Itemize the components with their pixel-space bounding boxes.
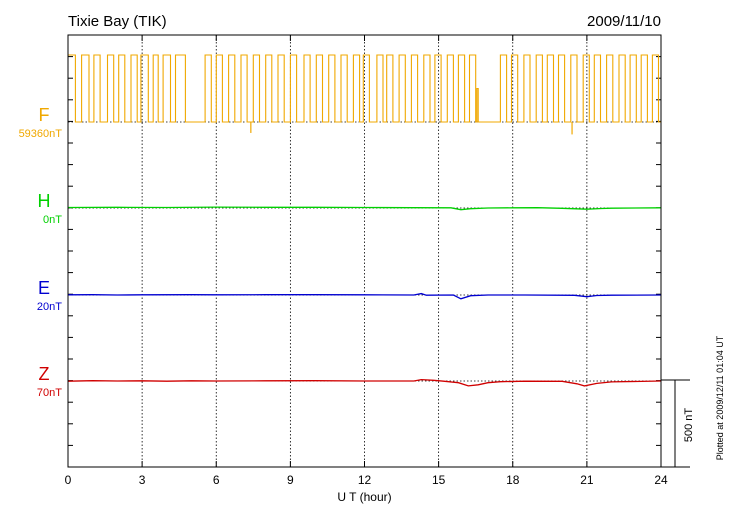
- series-line-e: [67, 292, 662, 300]
- x-tick-label: 9: [287, 473, 294, 487]
- plot-frame: [67, 34, 662, 468]
- x-tick-label: 3: [139, 473, 146, 487]
- series-baseline-h: 0nT: [43, 214, 62, 226]
- scale-bar: 500 nT: [661, 379, 695, 468]
- x-axis-label: U T (hour): [337, 490, 391, 504]
- x-tick-label: 18: [506, 473, 520, 487]
- x-tick-label: 21: [580, 473, 594, 487]
- series-name-z: Z: [39, 364, 50, 384]
- series-baseline-e: 20nT: [37, 301, 62, 313]
- series-group: [67, 54, 662, 387]
- channel-labels: F 59360nT H 0nT E 20nT Z 70nT: [19, 105, 63, 399]
- series-line-f: [68, 54, 661, 123]
- series-line-h: [67, 206, 662, 211]
- x-tick-label: 6: [213, 473, 220, 487]
- series-name-e: E: [38, 278, 50, 298]
- series-baseline-z: 70nT: [37, 387, 62, 399]
- scale-bar-label: 500 nT: [683, 408, 695, 443]
- series-baseline-f: 59360nT: [19, 128, 63, 140]
- x-tick-label: 24: [654, 473, 668, 487]
- x-tick-label: 15: [432, 473, 446, 487]
- series-name-f: F: [39, 105, 50, 125]
- x-tick-label: 0: [65, 473, 72, 487]
- y-tick-marks: [68, 34, 661, 446]
- grid-lines: [141, 35, 588, 467]
- series-line-z: [67, 378, 662, 387]
- date-label: 2009/11/10: [587, 13, 661, 30]
- series-name-h: H: [38, 191, 51, 211]
- x-tick-label: 12: [358, 473, 372, 487]
- station-title: Tixie Bay (TIK): [68, 13, 167, 30]
- plotted-timestamp: Plotted at 2009/12/11 01:04 UT: [715, 335, 725, 460]
